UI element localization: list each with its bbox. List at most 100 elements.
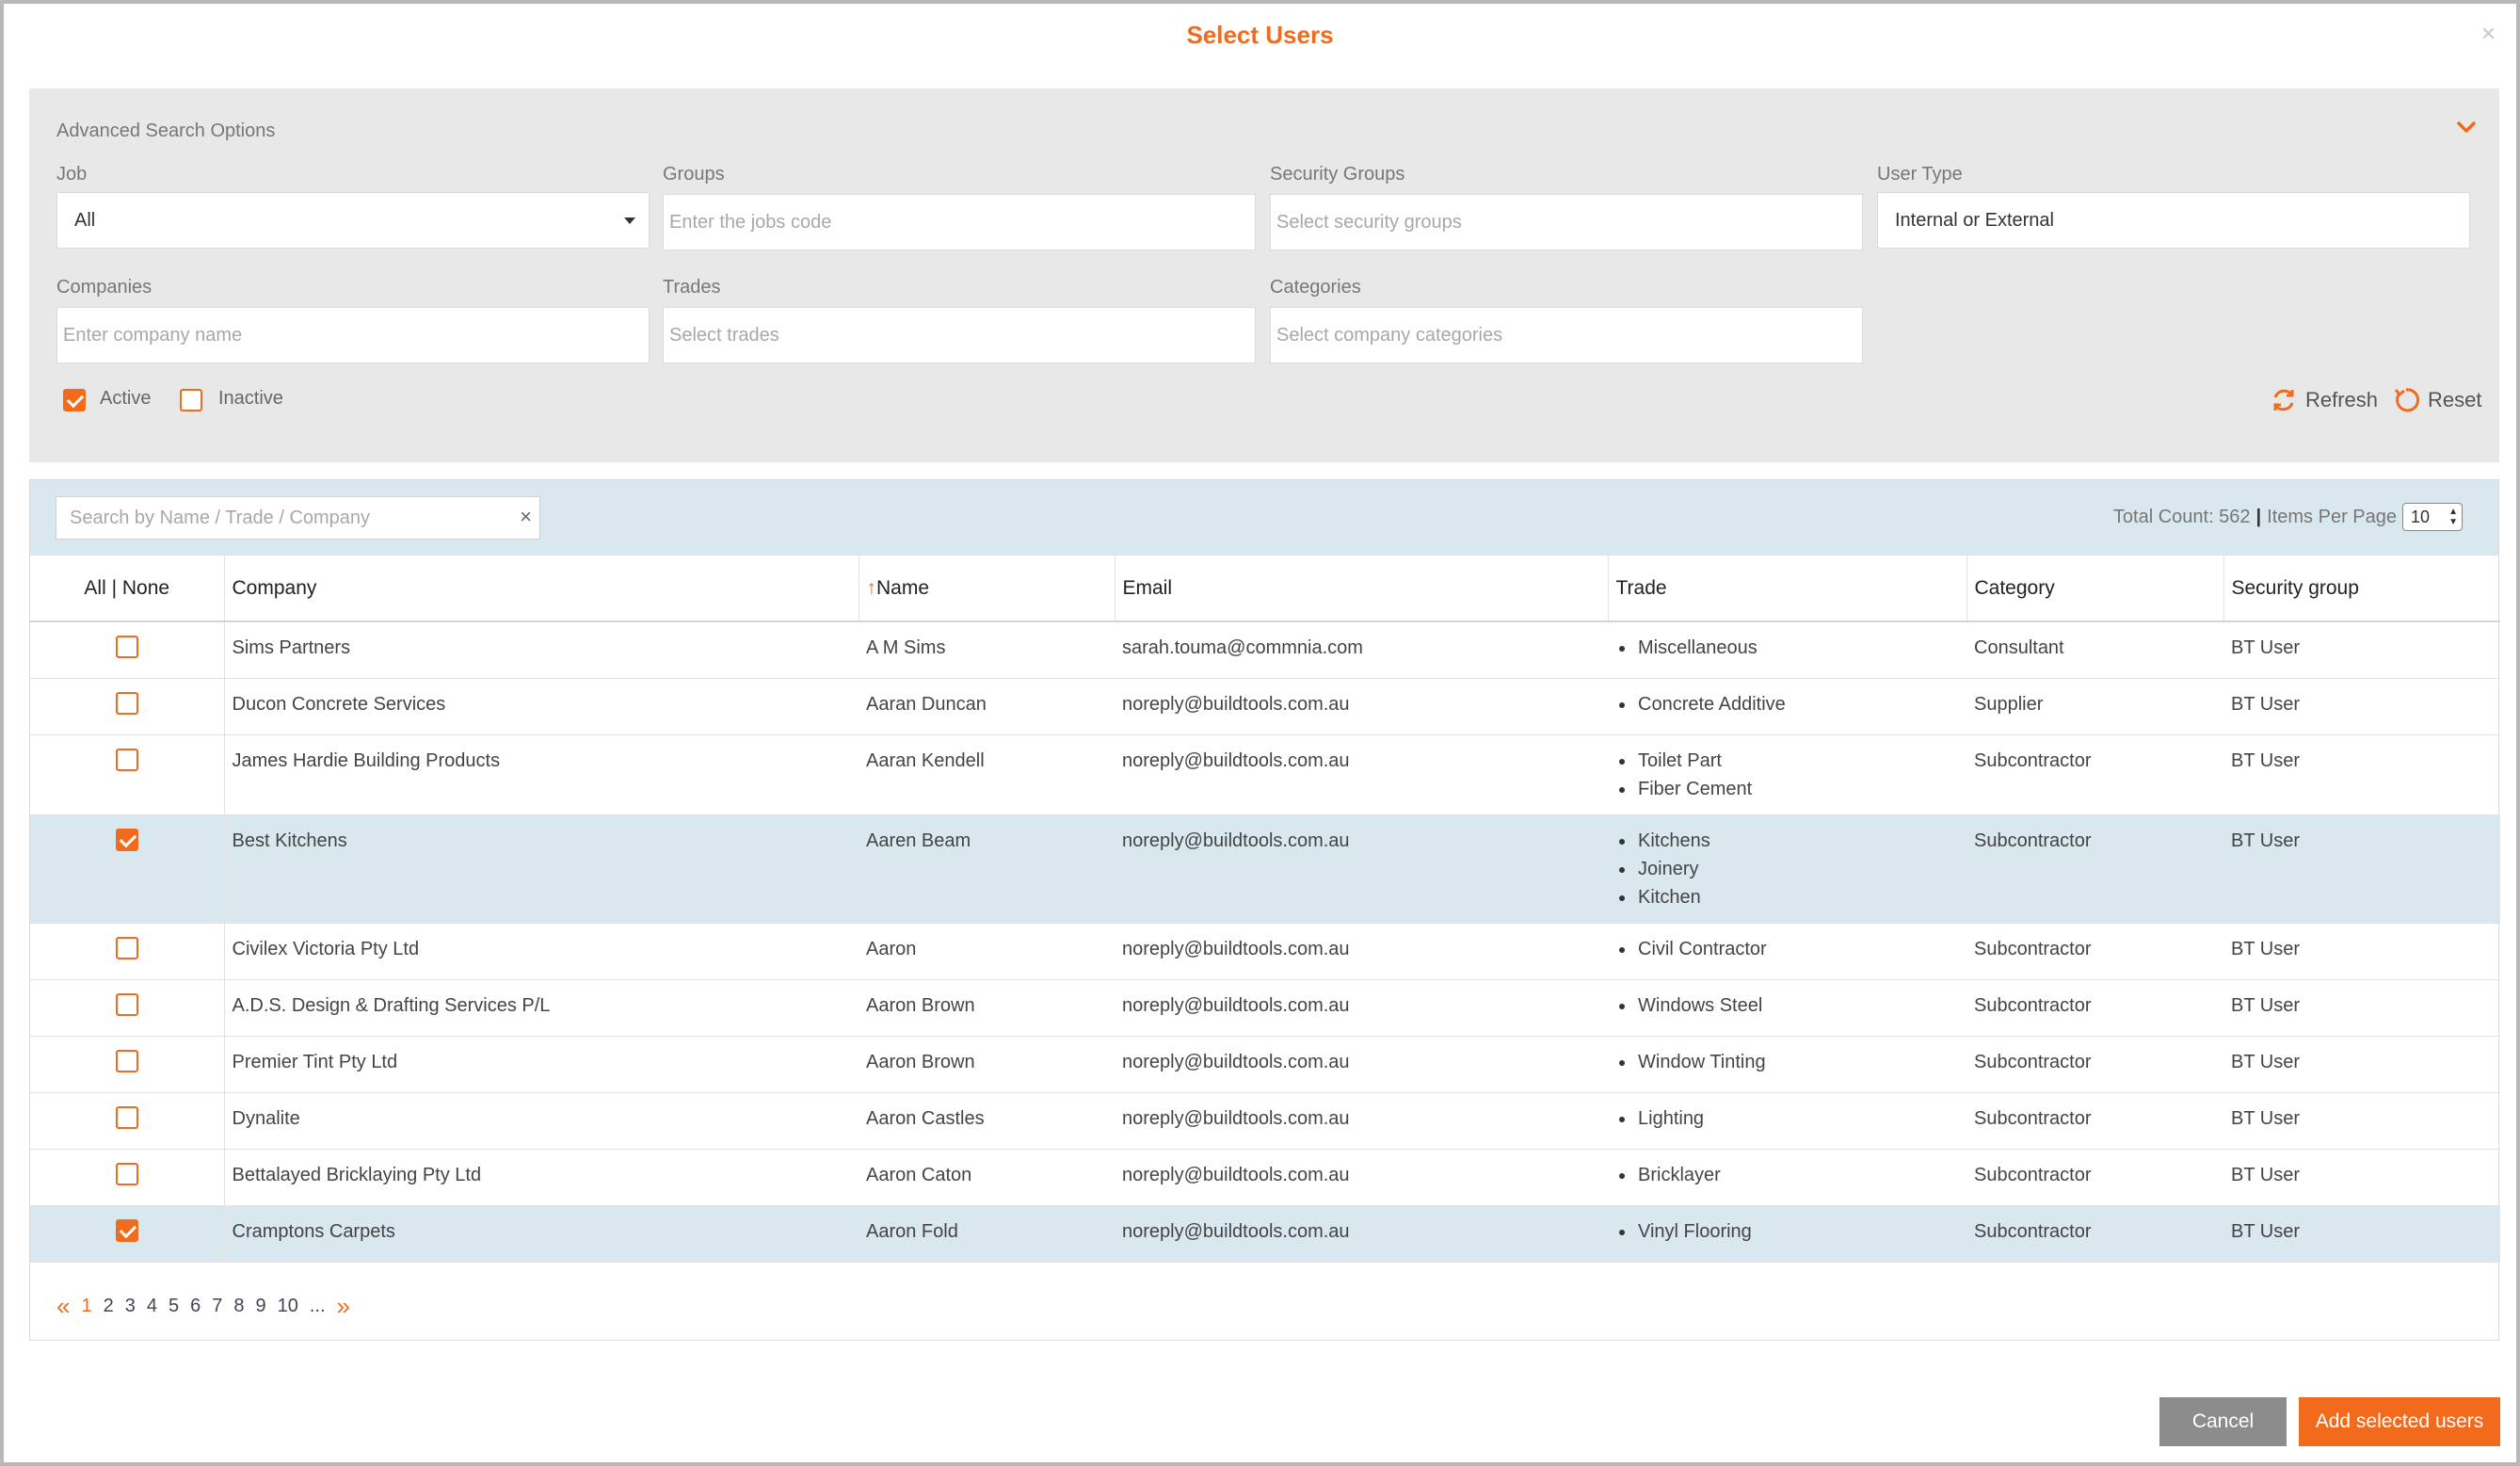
row-checkbox[interactable] [115, 1050, 138, 1072]
groups-input[interactable]: Enter the jobs code [663, 194, 1256, 250]
table-row[interactable]: James Hardie Building Products Aaran Kend… [30, 734, 2500, 815]
pager-page-3[interactable]: 3 [124, 1296, 136, 1316]
pager-page-6[interactable]: 6 [190, 1296, 201, 1316]
security-group-cell: BT User [2223, 923, 2500, 980]
pager-page-9[interactable]: 9 [255, 1296, 266, 1316]
trade-item: Fiber Cement [1615, 775, 1959, 803]
email-cell: noreply@buildtools.com.au [1115, 1092, 1608, 1150]
user-type-input[interactable]: Internal or External [1877, 192, 2470, 249]
cancel-button[interactable]: Cancel [2159, 1397, 2287, 1446]
company-cell: A.D.S. Design & Drafting Services P/L [224, 979, 859, 1037]
trade-item: Windows Steel [1615, 991, 1959, 1020]
table-row[interactable]: Premier Tint Pty Ltd Aaron Brown noreply@b… [30, 1036, 2500, 1093]
add-selected-users-button[interactable]: Add selected users [2299, 1397, 2500, 1446]
security-group-header[interactable]: Security group [2223, 556, 2500, 622]
trade-cell: Window Tinting [1608, 1036, 1966, 1093]
trade-item: Vinyl Flooring [1615, 1217, 1959, 1246]
security-group-cell: BT User [2223, 979, 2500, 1037]
pager-page-2[interactable]: 2 [103, 1296, 114, 1316]
name-cell: Aaran Kendell [859, 734, 1115, 815]
job-select[interactable]: All [56, 192, 650, 249]
total-count: Total Count: 562 [2112, 506, 2251, 527]
pagination: « 1 2 3 4 5 6 7 8 9 10... » [51, 1292, 356, 1321]
trade-item: Kitchens [1615, 827, 1959, 855]
row-checkbox[interactable] [115, 749, 138, 771]
row-checkbox[interactable] [115, 1219, 138, 1242]
close-icon[interactable]: × [520, 505, 532, 528]
trade-cell: Toilet Part Fiber Cement [1608, 734, 1966, 815]
trade-header[interactable]: Trade [1608, 556, 1967, 622]
email-cell: noreply@buildtools.com.au [1115, 814, 1608, 924]
pager-page-4[interactable]: 4 [146, 1296, 157, 1316]
table-row[interactable]: Civilex Victoria Pty Ltd Aaron noreply@bui… [30, 923, 2500, 980]
email-cell: noreply@buildtools.com.au [1115, 1205, 1608, 1263]
inactive-checkbox[interactable] [180, 389, 202, 411]
trade-list: Bricklayer [1615, 1161, 1959, 1189]
table-row[interactable]: A.D.S. Design & Drafting Services P/L Aar… [30, 979, 2500, 1037]
categories-input[interactable]: Select company categories [1270, 307, 1863, 363]
name-cell: Aaron Fold [859, 1205, 1115, 1263]
pager-page-10[interactable]: 10 [277, 1296, 298, 1316]
security-groups-input[interactable]: Select security groups [1270, 194, 1863, 250]
category-cell: Subcontractor [1966, 1092, 2223, 1150]
search-input[interactable]: Search by Name / Trade / Company × [56, 496, 540, 540]
job-label: Job [56, 164, 88, 185]
table-row[interactable]: Best Kitchens Aaren Beam noreply@buildtool… [30, 814, 2500, 924]
email-cell: noreply@buildtools.com.au [1115, 734, 1608, 815]
row-checkbox[interactable] [115, 993, 138, 1016]
table-row[interactable]: Sims Partners A M Sims sarah.touma@commnia… [30, 621, 2500, 679]
items-per-page-input[interactable]: 10 ▲ ▼ [2402, 503, 2463, 531]
table-row[interactable]: Bettalayed Bricklaying Pty Ltd Aaron Cato… [30, 1149, 2500, 1206]
pager-page-5[interactable]: 5 [168, 1296, 180, 1316]
row-select-cell [30, 979, 225, 1037]
name-header[interactable]: ↑Name [859, 556, 1116, 622]
trade-item: Window Tinting [1615, 1048, 1959, 1076]
security-group-cell: BT User [2223, 1149, 2500, 1206]
security-groups-label: Security Groups [1270, 164, 1405, 185]
pager-prev[interactable]: « [56, 1292, 71, 1320]
trade-item: Joinery [1615, 855, 1959, 883]
row-select-cell [30, 621, 225, 679]
count-area: Total Count: 562 | Items Per Page 10 ▲ ▼ [2113, 503, 2463, 531]
table-row[interactable]: Cramptons Carpets Aaron Fold noreply@build… [30, 1205, 2500, 1263]
refresh-button[interactable]: Refresh [2270, 386, 2378, 414]
trade-cell: Civil Contractor [1608, 923, 1966, 980]
trade-item: Bricklayer [1615, 1161, 1959, 1189]
row-checkbox[interactable] [115, 937, 138, 959]
companies-input[interactable]: Enter company name [56, 307, 650, 363]
row-select-cell [30, 1205, 225, 1263]
row-checkbox[interactable] [115, 1106, 138, 1129]
name-cell: Aaron Brown [859, 1036, 1115, 1093]
table-row[interactable]: Dynalite Aaron Castles noreply@buildtools.… [30, 1092, 2500, 1150]
email-header[interactable]: Email [1115, 556, 1609, 622]
row-select-cell [30, 1036, 225, 1093]
close-icon[interactable]: × [2480, 19, 2496, 47]
select-all-none-header[interactable]: All | None [30, 556, 225, 622]
company-cell: Dynalite [224, 1092, 859, 1150]
trade-list: Miscellaneous [1615, 634, 1959, 662]
spinner-icon[interactable]: ▲ ▼ [2448, 507, 2458, 527]
trades-input[interactable]: Select trades [663, 307, 1256, 363]
dialog-title: Select Users [1186, 21, 1334, 49]
category-header[interactable]: Category [1966, 556, 2224, 622]
search-placeholder: Search by Name / Trade / Company [70, 507, 371, 528]
active-checkbox[interactable] [63, 389, 86, 411]
row-checkbox[interactable] [115, 829, 138, 851]
table-row[interactable]: Ducon Concrete Services Aaran Duncan norep… [30, 678, 2500, 735]
chevron-down-icon[interactable] [2454, 115, 2479, 139]
advanced-search-panel: Advanced Search Options Job All Groups E… [29, 89, 2499, 462]
row-checkbox[interactable] [115, 1163, 138, 1185]
pager-page-7[interactable]: 7 [212, 1296, 223, 1316]
security-group-cell: BT User [2223, 1205, 2500, 1263]
reset-button[interactable]: Reset [2392, 386, 2481, 414]
trade-item: Concrete Additive [1615, 690, 1959, 718]
company-header[interactable]: Company [224, 556, 859, 622]
row-checkbox[interactable] [115, 636, 138, 658]
pager-page-1[interactable]: 1 [81, 1296, 92, 1316]
pager-page-8[interactable]: 8 [233, 1296, 245, 1316]
pager-next[interactable]: » [336, 1292, 350, 1320]
row-checkbox[interactable] [115, 692, 138, 715]
count-separator: | [2255, 506, 2262, 527]
trade-item: Miscellaneous [1615, 634, 1959, 662]
name-cell: A M Sims [859, 621, 1115, 679]
